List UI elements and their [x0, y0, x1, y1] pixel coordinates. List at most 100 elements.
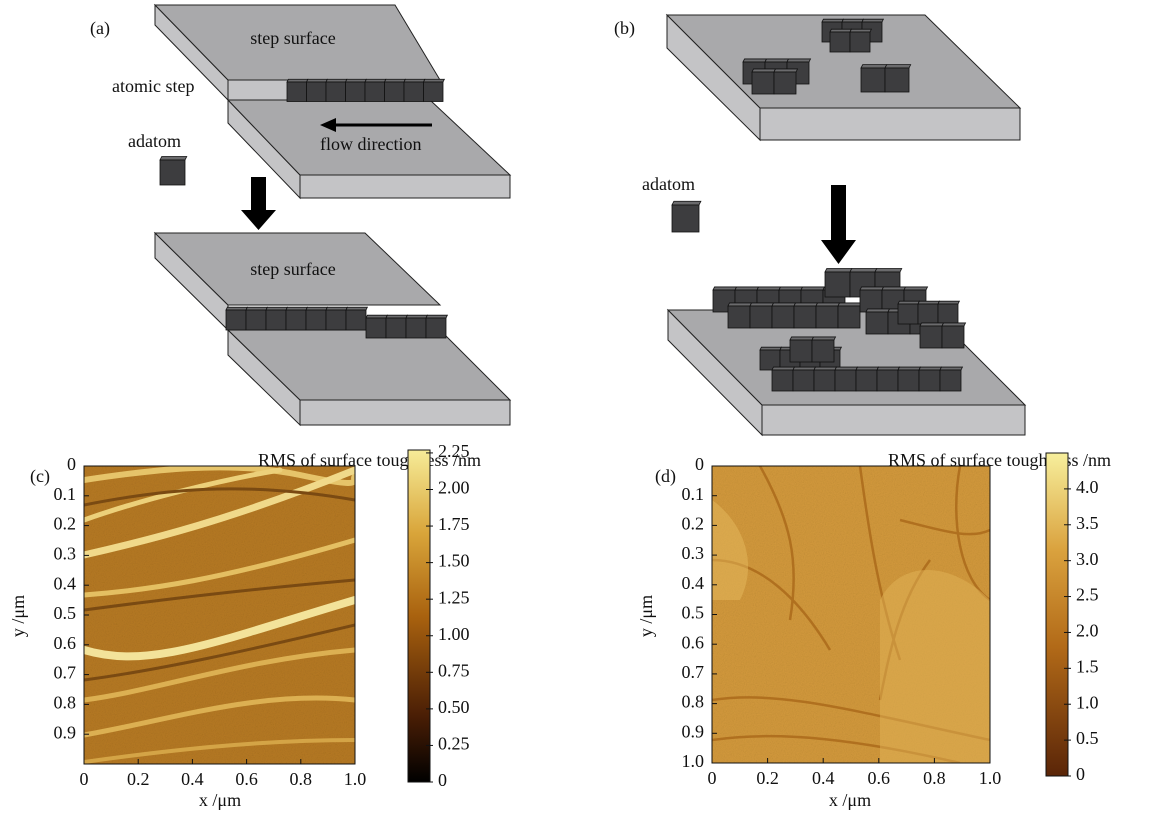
cube-top: [266, 307, 287, 310]
cube-front: [850, 32, 870, 52]
cube-top: [765, 59, 789, 62]
cube-front: [286, 310, 306, 330]
y-tick-label: 0.8: [682, 692, 705, 712]
cube-front: [814, 370, 835, 391]
colorbar-tick-label: 2.5: [1076, 585, 1099, 605]
cube-front: [385, 82, 405, 102]
cube-top: [898, 301, 919, 304]
cube-top: [861, 65, 887, 68]
cube-front: [866, 312, 888, 334]
x-tick-label: 0.4: [181, 769, 204, 789]
x-tick-label: 0.6: [868, 768, 891, 788]
colorbar-tick-label: 0: [438, 770, 447, 790]
cube-top: [830, 29, 851, 32]
x-tick-label: 0.8: [290, 769, 313, 789]
cube-top: [866, 309, 890, 312]
cube-top: [287, 79, 308, 82]
cube-front: [287, 82, 307, 102]
cube-front: [938, 304, 958, 324]
colorbar-tick-label: 1.0: [1076, 692, 1099, 712]
cube-front: [404, 82, 424, 102]
cube-top: [743, 59, 767, 62]
cube-top: [801, 287, 825, 290]
cube-top: [920, 323, 944, 326]
cube-front: [672, 205, 699, 232]
cube-top: [424, 79, 445, 82]
cube-front: [838, 306, 860, 328]
diagram-label: flow direction: [320, 134, 421, 154]
cube-top: [365, 79, 386, 82]
cube-front: [366, 318, 386, 338]
cube-front: [750, 306, 772, 328]
panel-label: (d): [655, 466, 676, 487]
cube-top: [760, 347, 781, 350]
x-tick-label: 1.0: [979, 768, 1002, 788]
cube-front: [861, 68, 885, 92]
cube-top: [728, 303, 752, 306]
cube-front: [898, 370, 919, 391]
cube-front: [816, 306, 838, 328]
cube-front: [386, 318, 406, 338]
cube-front: [772, 306, 794, 328]
cube-top: [326, 79, 347, 82]
slab: [762, 405, 1025, 435]
cube-front: [728, 306, 750, 328]
cube-front: [365, 82, 385, 102]
y-tick-label: 0.1: [682, 484, 705, 504]
cube-top: [835, 367, 857, 370]
colorbar-tick-label: 0.50: [438, 697, 470, 717]
cube-top: [862, 19, 883, 22]
cube-top: [842, 19, 863, 22]
diagram-a: [155, 5, 510, 425]
cube-top: [814, 367, 836, 370]
cube-top: [750, 303, 774, 306]
cube-front: [424, 82, 444, 102]
cube-front: [226, 310, 246, 330]
colorbar-tick-label: 2.00: [438, 478, 470, 498]
cube-front: [940, 370, 961, 391]
cube-front: [918, 304, 938, 324]
cube-front: [920, 326, 942, 348]
cube-top: [752, 69, 776, 72]
cube-front: [246, 310, 266, 330]
slab: [300, 175, 510, 198]
colorbar-tick-label: 4.0: [1076, 477, 1099, 497]
cube-top: [406, 315, 427, 318]
slab: [300, 400, 510, 425]
cube-top: [286, 307, 307, 310]
cube-top: [938, 301, 959, 304]
cube-front: [856, 370, 877, 391]
diagram-label: atomic step: [112, 76, 194, 96]
cube-top: [850, 29, 871, 32]
cube-top: [346, 79, 367, 82]
cube-top: [735, 287, 759, 290]
cube-front: [406, 318, 426, 338]
cube-top: [713, 287, 737, 290]
y-tick-label: 0.6: [682, 632, 705, 652]
panel-label: (a): [90, 18, 110, 39]
y-tick-label: 0.2: [54, 514, 77, 534]
slab: [760, 108, 1020, 140]
cube-top: [426, 315, 447, 318]
y-tick-label: 0.7: [682, 662, 705, 682]
cube-front: [774, 72, 796, 94]
y-tick-label: 0.3: [682, 543, 705, 563]
cube-top: [919, 367, 941, 370]
x-tick-label: 0.4: [812, 768, 835, 788]
x-tick-label: 0.2: [756, 768, 779, 788]
cube-top: [885, 65, 911, 68]
cube-front: [326, 82, 346, 102]
afm-c: [84, 466, 355, 764]
cube-top: [774, 69, 798, 72]
cube-front: [160, 160, 185, 185]
colorbar-tick-label: 2.25: [438, 441, 470, 461]
y-tick-label: 0: [695, 454, 704, 474]
colorbar-tick-label: 1.50: [438, 551, 470, 571]
y-tick-label: 0.2: [682, 514, 705, 534]
cube-front: [307, 82, 327, 102]
x-tick-label: 1.0: [344, 769, 367, 789]
y-tick-label: 0.5: [682, 603, 705, 623]
cube-top: [918, 301, 939, 304]
cube-top: [779, 287, 803, 290]
y-tick-label: 0.9: [682, 721, 705, 741]
